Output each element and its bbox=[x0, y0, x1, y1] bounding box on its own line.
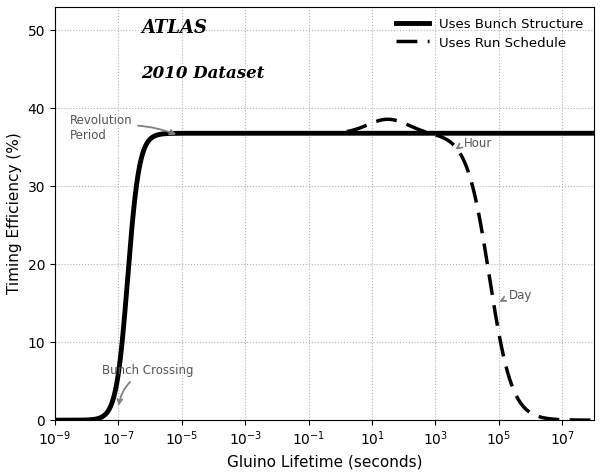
Text: Bunch Crossing: Bunch Crossing bbox=[102, 364, 193, 404]
Line: Uses Bunch Structure: Uses Bunch Structure bbox=[55, 133, 594, 420]
Uses Bunch Structure bbox=[336, 130, 343, 136]
Uses Bunch Structure bbox=[281, 130, 288, 136]
Uses Bunch Structure bbox=[580, 130, 587, 136]
Uses Run Schedule bbox=[145, 139, 152, 144]
Y-axis label: Timing Efficiency (%): Timing Efficiency (%) bbox=[7, 133, 22, 295]
X-axis label: Gluino Lifetime (seconds): Gluino Lifetime (seconds) bbox=[227, 454, 422, 469]
Line: Uses Run Schedule: Uses Run Schedule bbox=[55, 119, 594, 420]
Uses Bunch Structure bbox=[522, 130, 529, 136]
Text: Day: Day bbox=[501, 289, 532, 302]
Uses Run Schedule bbox=[384, 117, 391, 122]
Uses Bunch Structure bbox=[51, 417, 58, 423]
Text: Revolution
Period: Revolution Period bbox=[70, 114, 174, 142]
Uses Run Schedule bbox=[113, 383, 120, 388]
Uses Bunch Structure bbox=[145, 139, 152, 144]
Uses Bunch Structure bbox=[590, 130, 597, 136]
Uses Bunch Structure bbox=[258, 130, 265, 136]
Legend: Uses Bunch Structure, Uses Run Schedule: Uses Bunch Structure, Uses Run Schedule bbox=[392, 13, 587, 54]
Uses Run Schedule bbox=[580, 417, 587, 423]
Uses Bunch Structure bbox=[113, 383, 120, 388]
Uses Run Schedule bbox=[51, 417, 58, 423]
Text: ATLAS: ATLAS bbox=[141, 20, 207, 37]
Text: 2010 Dataset: 2010 Dataset bbox=[141, 65, 264, 82]
Uses Run Schedule bbox=[522, 406, 529, 412]
Uses Run Schedule bbox=[281, 130, 288, 136]
Uses Run Schedule bbox=[590, 417, 597, 423]
Text: Hour: Hour bbox=[457, 137, 492, 150]
Uses Run Schedule bbox=[258, 130, 265, 136]
